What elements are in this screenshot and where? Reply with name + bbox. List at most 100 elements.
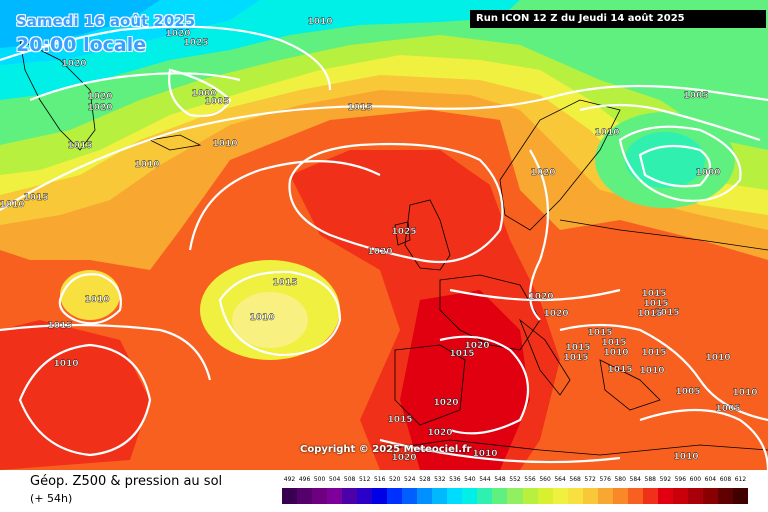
- scale-tick-label: 500: [313, 476, 326, 483]
- scale-swatch: [477, 488, 493, 504]
- isobar-label: 1010: [307, 17, 332, 27]
- isobar-label: 1015: [637, 309, 662, 319]
- isobar-label: 1010: [673, 452, 698, 462]
- scale-tick-label: 496: [298, 476, 311, 483]
- scale-swatch: [537, 488, 554, 504]
- scale-swatch: [282, 488, 298, 504]
- baltic-coast: [559, 219, 768, 251]
- scale-swatch: [717, 488, 734, 504]
- scale-swatch: [462, 488, 478, 504]
- isobar-label: 1020: [464, 341, 489, 351]
- isobar-1000-east: [638, 144, 712, 188]
- isobar-label: 1015: [272, 278, 297, 288]
- isobar-1010-south: [379, 438, 621, 464]
- isobar-label: 1000: [191, 89, 216, 99]
- scale-tick-label: 540: [464, 476, 476, 483]
- scale-swatch: [447, 488, 463, 504]
- scale-tick-label: 588: [644, 476, 656, 483]
- isobar-label: 1010: [705, 353, 730, 363]
- isobar-label: 1010: [249, 313, 274, 323]
- field-low-west: [60, 270, 120, 320]
- iceland-coast: [148, 134, 202, 151]
- field-cut-off-core: [232, 292, 308, 348]
- isobar-label: 1025: [391, 227, 416, 237]
- isobar-label: 1015: [643, 299, 668, 309]
- scale-swatch: [297, 488, 313, 504]
- forecast-time: 20:00 locale: [16, 34, 147, 56]
- isobar-label: 1010: [594, 128, 619, 138]
- isobar-label: 1015: [67, 141, 92, 151]
- isobar-1020-west: [188, 160, 381, 251]
- coastlines: [19, 39, 768, 456]
- ireland-coast: [394, 221, 411, 246]
- north-africa-coast: [379, 439, 768, 456]
- isobar-label: 1005: [204, 97, 229, 107]
- scale-swatch: [387, 488, 403, 504]
- scale-swatch: [432, 488, 448, 504]
- scale-tick-label: 596: [674, 476, 687, 483]
- scale-swatch: [327, 488, 343, 504]
- colour-scale: 492 496 500 504 508 512 516 520 524 528 532 536 540 5…: [282, 476, 749, 508]
- scale-tick-label: 576: [599, 476, 611, 483]
- scale-tick-label: 592: [659, 476, 672, 483]
- scale-tick-label: 568: [569, 476, 581, 483]
- isobar-label: 1020: [433, 398, 458, 408]
- isobar-label: 1015: [601, 338, 626, 348]
- isobar-1005-greenland: [168, 68, 232, 118]
- scale-tick-label: 544: [479, 476, 491, 483]
- scale-swatch: [342, 488, 358, 504]
- scandinavia-coast: [499, 99, 621, 231]
- scale-tick-label: 572: [584, 476, 596, 483]
- scale-tick-label: 520: [389, 476, 401, 483]
- isobar-1005-east: [618, 125, 742, 202]
- scale-swatch: [597, 488, 614, 504]
- scale-swatch: [357, 488, 373, 504]
- isobar-label: 1015: [641, 348, 666, 358]
- scale-swatch: [687, 488, 704, 504]
- scale-swatch: [552, 488, 569, 504]
- scale-swatch: [672, 488, 689, 504]
- greenland-coast: [19, 39, 96, 151]
- scale-tick-label: 612: [734, 476, 747, 483]
- isobar-label: 1015: [587, 328, 612, 338]
- scale-tick-label: 584: [629, 476, 641, 483]
- isobar-label: 1020: [87, 92, 112, 102]
- isobar-label: 1005: [675, 387, 700, 397]
- isobar-1020-greenland: [0, 25, 332, 91]
- italy-coast: [519, 318, 571, 396]
- scale-swatch: [612, 488, 629, 504]
- isobar-label: 1020: [427, 428, 452, 438]
- scale-tick-label: 524: [404, 476, 416, 483]
- scale-tick-label: 580: [614, 476, 626, 483]
- scale-swatch: [507, 488, 523, 504]
- scale-swatch: [402, 488, 418, 504]
- scale-tick-label: 508: [343, 476, 356, 483]
- field-524: [0, 0, 160, 48]
- footer: Géop. Z500 & pression au sol (+ 54h) 492…: [0, 470, 768, 512]
- isobar-label: 1010: [0, 200, 25, 210]
- isobar-label: 1010: [53, 359, 78, 369]
- scale-tick-label: 564: [554, 476, 566, 483]
- footer-title: Géop. Z500 & pression au sol: [30, 474, 223, 489]
- isobars: [0, 25, 768, 470]
- isobar-1020-alps: [449, 288, 621, 302]
- scale-tick-label: 512: [358, 476, 371, 483]
- scale-tick-label: 548: [494, 476, 506, 483]
- isobar-label: 1020: [391, 453, 416, 463]
- isobar-1005-se: [639, 408, 768, 470]
- iberia-coast: [394, 344, 466, 426]
- scale-swatch: [642, 488, 659, 504]
- scale-swatch: [627, 488, 644, 504]
- copyright-text: Copyright © 2025 Meteociel.fr: [300, 444, 472, 455]
- scale-tick-label: 492: [283, 476, 296, 483]
- isobar-label: 1010: [732, 388, 757, 398]
- isobar-1015-iberia: [439, 335, 530, 435]
- scale-tick-label: 528: [419, 476, 431, 483]
- isobar-1020-central: [529, 149, 550, 321]
- scale-tick-label: 532: [434, 476, 446, 483]
- isobar-label: 1015: [641, 289, 666, 299]
- isobar-1015-west: [0, 323, 212, 381]
- isobar-label: 1020: [367, 247, 392, 257]
